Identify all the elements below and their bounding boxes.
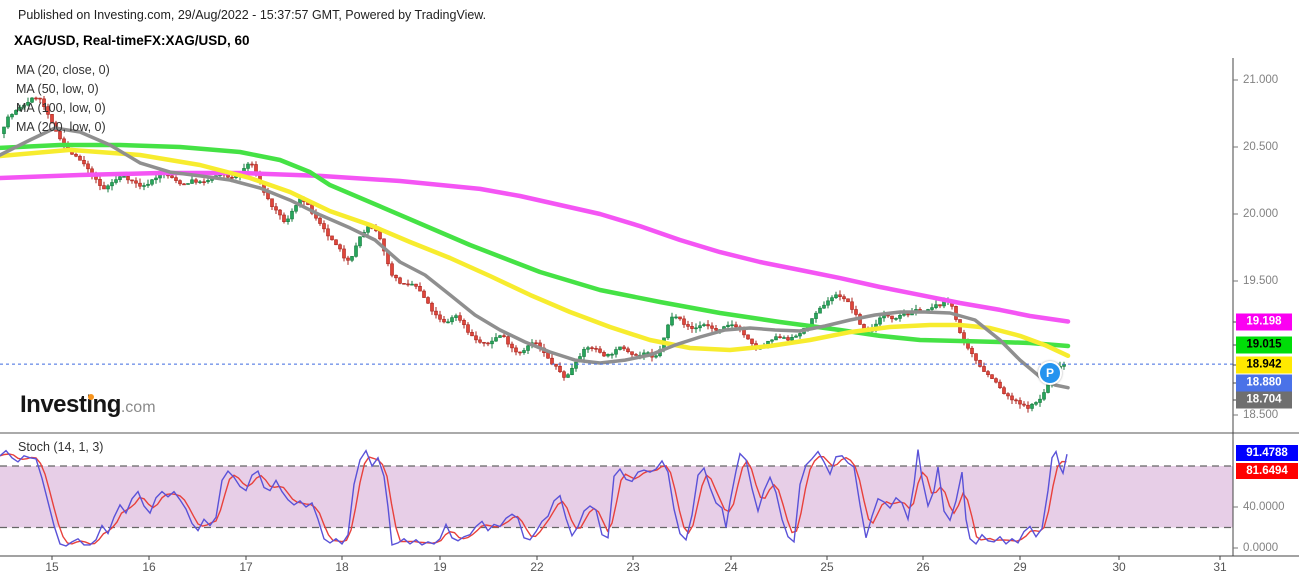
published-line: Published on Investing.com, 29/Aug/2022 … bbox=[18, 8, 487, 22]
ma-indicator-label: MA (200, low, 0) bbox=[16, 120, 106, 134]
x-axis-tick-label: 31 bbox=[1213, 560, 1227, 574]
x-axis-tick-label: 26 bbox=[916, 560, 930, 574]
price-axis-tick-label: 19.500 bbox=[1243, 275, 1279, 287]
price-axis-tick-label: 20.000 bbox=[1243, 208, 1279, 220]
investing-logo: Investing.com bbox=[20, 391, 156, 419]
x-axis-tick-label: 16 bbox=[142, 560, 156, 574]
investing-logo-suffix: .com bbox=[120, 399, 156, 416]
x-axis-tick-label: 17 bbox=[239, 560, 253, 574]
investing-logo-dot-icon bbox=[88, 394, 94, 400]
instrument-title: XAG/USD, Real-timeFX:XAG/USD, 60 bbox=[14, 33, 250, 48]
x-axis-tick-label: 29 bbox=[1013, 560, 1027, 574]
x-axis-tick-label: 19 bbox=[433, 560, 447, 574]
ma-price-label: 18.942 bbox=[1236, 356, 1292, 374]
x-axis-tick-label: 18 bbox=[335, 560, 349, 574]
ma-price-label: 19.015 bbox=[1236, 336, 1292, 354]
ma-indicator-legend: MA (20, close, 0) MA (50, low, 0) MA (100,… bbox=[16, 61, 110, 137]
ma-indicator-label: MA (20, close, 0) bbox=[16, 63, 110, 77]
x-axis-tick-label: 30 bbox=[1112, 560, 1126, 574]
ma-price-label: 18.880 bbox=[1236, 374, 1292, 392]
stoch-value-label: 81.6494 bbox=[1236, 463, 1298, 479]
ma-price-label: 18.704 bbox=[1236, 391, 1292, 409]
stoch-indicator-label: Stoch (14, 1, 3) bbox=[18, 440, 104, 454]
ma-indicator-label: MA (50, low, 0) bbox=[16, 82, 99, 96]
price-axis-tick-label: 20.500 bbox=[1243, 141, 1279, 153]
stoch-axis-tick-label: 40.0000 bbox=[1243, 501, 1285, 513]
investing-logo-brand: Investing bbox=[20, 391, 121, 418]
stoch-axis-tick-label: 0.0000 bbox=[1243, 542, 1279, 554]
price-axis-tick-label: 21.000 bbox=[1243, 74, 1279, 86]
x-axis-tick-label: 25 bbox=[820, 560, 834, 574]
ma-indicator-label: MA (100, low, 0) bbox=[16, 101, 106, 115]
position-marker-icon[interactable]: P bbox=[1038, 361, 1062, 385]
x-axis-tick-label: 22 bbox=[530, 560, 544, 574]
stoch-value-label: 91.4788 bbox=[1236, 445, 1298, 461]
price-axis-tick-label: 18.500 bbox=[1243, 409, 1279, 421]
x-axis-tick-label: 23 bbox=[626, 560, 640, 574]
x-axis-tick-label: 24 bbox=[724, 560, 738, 574]
x-axis-tick-label: 15 bbox=[45, 560, 59, 574]
ma-price-label: 19.198 bbox=[1236, 313, 1292, 331]
